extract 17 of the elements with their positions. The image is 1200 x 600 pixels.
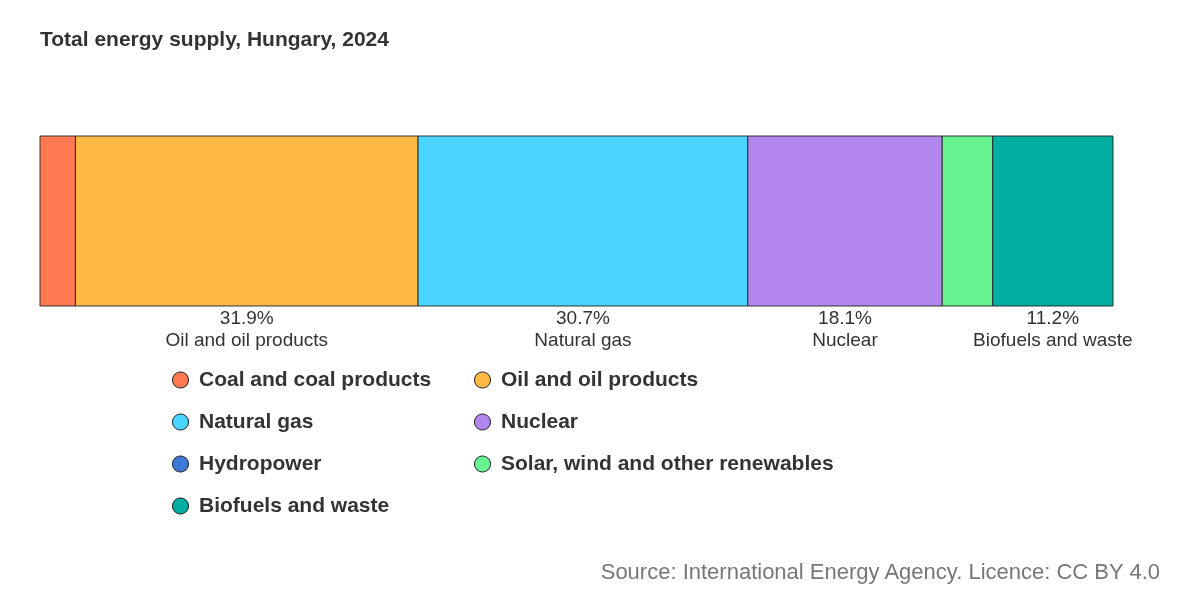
legend-label: Natural gas <box>199 409 314 432</box>
legend-label: Hydropower <box>199 451 322 474</box>
legend-label: Solar, wind and other renewables <box>501 451 834 474</box>
legend-label: Coal and coal products <box>199 367 432 390</box>
text: Nuclear <box>812 329 878 350</box>
text: Oil and oil products <box>165 329 329 350</box>
data-label: 31.9% <box>219 307 274 328</box>
data-label: 18.1% <box>818 307 873 328</box>
legend-label: Nuclear <box>501 409 579 432</box>
chart-title: Total energy supply, Hungary, 2024 <box>40 26 390 50</box>
data-label: 30.7% <box>556 307 610 328</box>
source-note: Source: International Energy Agency. Licence: CC BY 4.0 <box>600 559 1160 584</box>
data-label: 11.2% <box>1026 307 1080 328</box>
legend-label: Biofuels and waste <box>199 493 390 516</box>
legend-label: Oil and oil products <box>501 367 699 390</box>
text: Biofuels and waste <box>973 329 1133 350</box>
text: Natural gas <box>534 329 632 350</box>
